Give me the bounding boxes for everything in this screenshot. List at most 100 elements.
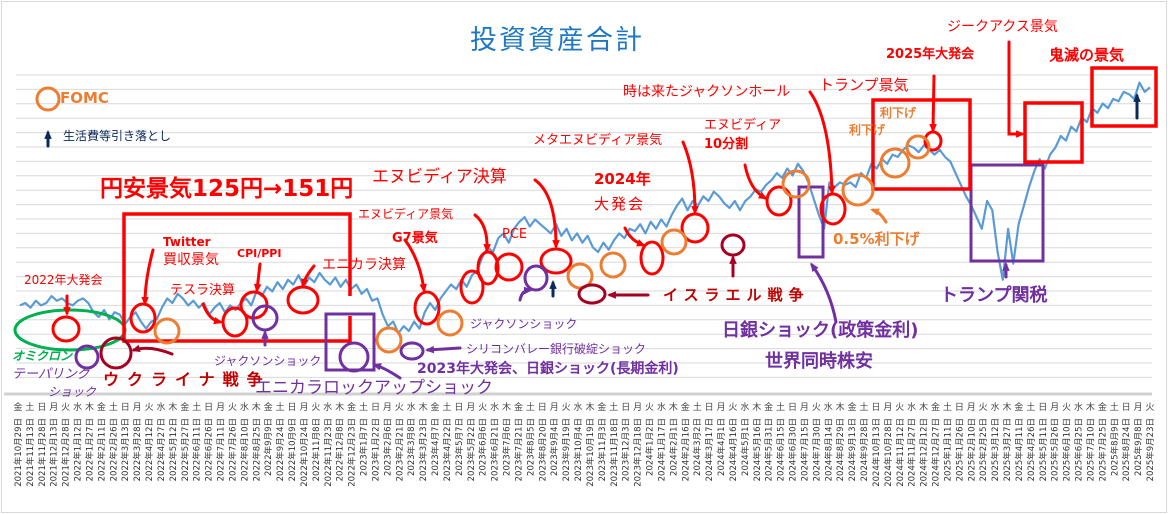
x-weekday-label: 日 xyxy=(538,402,547,413)
x-tick-label: 2024年9月13日 xyxy=(847,418,858,481)
x-weekday-label: 木 xyxy=(85,401,94,413)
x-weekday-label: 火 xyxy=(979,402,988,413)
arrowhead xyxy=(1002,262,1010,271)
x-weekday-label: 月 xyxy=(466,402,475,413)
x-tick-label: 2024年8月14日 xyxy=(823,418,834,481)
arrowheads xyxy=(44,93,1141,371)
enikara-earnings-circle xyxy=(286,285,320,315)
x-weekday-label: 月 xyxy=(383,402,392,413)
x-tick-label: 2024年7月15日 xyxy=(799,418,810,481)
x-weekday-label: 木 xyxy=(168,401,177,413)
x-weekday-label: 金 xyxy=(597,401,606,413)
x-tick-label: 2025年4月11日 xyxy=(1014,418,1025,481)
x-tick-label: 2025年2月10日 xyxy=(966,418,977,481)
x-weekday-label: 日 xyxy=(204,402,213,413)
enikara-lockup-circle xyxy=(338,341,370,373)
ann-g7: G7景気 xyxy=(392,231,438,246)
x-weekday-label: 火 xyxy=(895,402,904,413)
jackson-2023-circle xyxy=(523,264,549,292)
x-weekday-label: 木 xyxy=(502,401,511,413)
x-weekday-label: 月 xyxy=(717,402,726,413)
fomc-circle xyxy=(436,309,464,337)
x-weekday-label: 金 xyxy=(848,401,857,413)
x-weekday-label: 土 xyxy=(1110,401,1119,413)
x-tick-label: 2023年8月5日 xyxy=(525,418,536,476)
ann-nvidia-earnings: エヌビディア決算 xyxy=(372,167,507,187)
x-weekday-label: 日 xyxy=(37,402,46,413)
x-weekday-label: 水 xyxy=(574,401,583,413)
x-weekday-label: 水 xyxy=(490,401,499,413)
x-tick-label: 2022年5月12日 xyxy=(168,418,179,481)
ann-event-2024-1: 2024年 xyxy=(594,170,651,188)
x-tick-label: 2024年5月31日 xyxy=(764,418,775,481)
x-weekday-label: 木 xyxy=(335,401,344,413)
x-weekday-label: 日 xyxy=(1122,402,1131,413)
x-weekday-label: 火 xyxy=(728,402,737,413)
x-weekday-label: 火 xyxy=(562,402,571,413)
israel-circle-1 xyxy=(577,283,607,305)
chart-title: 投資資産合計 xyxy=(470,25,644,56)
event-2024-circle xyxy=(639,240,665,276)
x-weekday-label: 土 xyxy=(276,401,285,413)
ann-boj-shock: 日銀ショック(政策金利) xyxy=(722,320,919,341)
x-weekday-label: 水 xyxy=(156,401,165,413)
x-tick-label: 2025年1月26日 xyxy=(954,418,965,481)
x-tick-label: 2023年9月19日 xyxy=(561,418,572,481)
arrowhead xyxy=(425,345,435,354)
x-weekday-label: 月 xyxy=(1134,402,1143,413)
x-weekday-label: 火 xyxy=(1062,402,1071,413)
x-tick-label: 2022年2月26日 xyxy=(108,418,119,481)
x-weekday-label: 土 xyxy=(442,401,451,413)
x-weekday-label: 金 xyxy=(931,401,940,413)
x-weekday-label: 火 xyxy=(228,402,237,413)
x-tick-label: 2021年11月13日 xyxy=(25,418,36,487)
nvidia-boom-circle-1 xyxy=(459,269,485,305)
fomc-circle xyxy=(905,134,931,160)
x-tick-label: 2022年10月9日 xyxy=(287,418,298,481)
x-weekday-label: 木 xyxy=(419,401,428,413)
jackson-hole-circle xyxy=(819,192,847,226)
x-tick-label: 2025年3月27日 xyxy=(1002,418,1013,481)
legend-living-label: 生活費等引き落とし xyxy=(63,129,172,143)
ann-meta-nvidia: メタエヌビディア景気 xyxy=(533,133,663,148)
x-tick-label: 2023年10月19日 xyxy=(585,418,596,487)
ann-event-2022: 2022年大発会 xyxy=(24,273,103,287)
x-tick-label: 2024年1月2日 xyxy=(645,418,656,476)
x-weekday-label: 土 xyxy=(943,401,952,413)
ann-jackson-2023: ジャクソンショック xyxy=(470,317,578,331)
x-weekday-label: 月 xyxy=(633,402,642,413)
legend-fomc-label: FOMC xyxy=(60,89,109,107)
x-tick-label: 2023年11月3日 xyxy=(597,418,608,481)
x-tick-label: 2023年3月8日 xyxy=(406,418,417,476)
x-tick-label: 2024年3月2日 xyxy=(692,418,703,476)
ann-kimetsu: 鬼滅の景気 xyxy=(1049,46,1125,64)
arrowhead xyxy=(131,344,141,352)
x-weekday-label: 木 xyxy=(585,401,594,413)
pce-circle xyxy=(494,252,524,282)
x-weekday-label: 土 xyxy=(693,401,702,413)
x-tick-label: 2024年12月12日 xyxy=(919,418,930,487)
x-tick-label: 2022年3月13日 xyxy=(120,418,131,481)
x-tick-label: 2023年2月21日 xyxy=(394,418,405,481)
fomc-circle xyxy=(781,169,811,199)
x-weekday-label: 金 xyxy=(1014,401,1023,413)
x-weekday-label: 月 xyxy=(299,402,308,413)
ann-tesla: テスラ決算 xyxy=(170,283,236,298)
x-weekday-label: 土 xyxy=(1026,401,1035,413)
x-tick-label: 2023年4月22日 xyxy=(442,418,453,481)
x-weekday-label: 土 xyxy=(192,401,201,413)
x-tick-label: 2023年9月4日 xyxy=(549,418,560,476)
x-weekday-label: 金 xyxy=(1098,401,1107,413)
x-tick-label: 2022年9月9日 xyxy=(263,418,274,476)
arrowhead xyxy=(552,240,560,249)
trump-boom-box xyxy=(871,98,972,191)
yen-boom-box xyxy=(122,212,352,343)
ann-twitter-1: Twitter xyxy=(163,235,211,249)
x-weekday-label: 金 xyxy=(97,401,106,413)
arrowhead xyxy=(419,283,427,293)
x-weekday-label: 日 xyxy=(955,402,964,413)
boj-shock-box xyxy=(797,185,825,259)
x-weekday-label: 月 xyxy=(133,402,142,413)
x-tick-label: 2025年9月8日 xyxy=(1133,418,1144,476)
ann-zeekax: ジークアクス景気 xyxy=(947,19,1058,35)
